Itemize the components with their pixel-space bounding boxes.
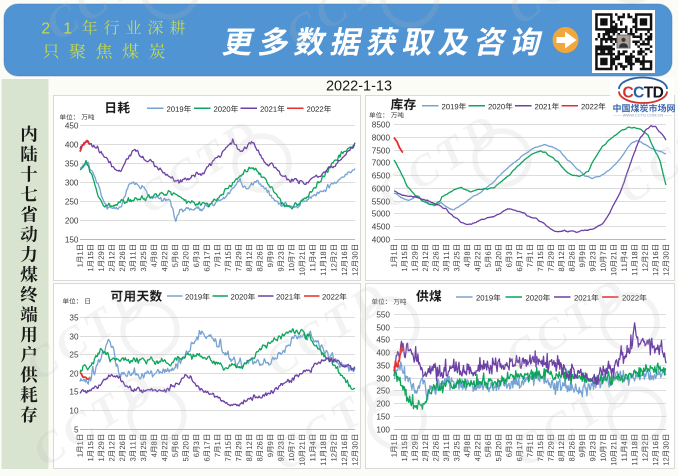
- svg-text:20: 20: [69, 370, 79, 379]
- svg-text:CCTD: CCTD: [623, 85, 664, 102]
- svg-text:200: 200: [65, 217, 79, 226]
- svg-text:350: 350: [376, 362, 390, 371]
- svg-text:350: 350: [65, 160, 79, 169]
- svg-text:7500: 7500: [372, 147, 391, 156]
- svg-text:2022-1-13: 2022-1-13: [326, 79, 392, 95]
- svg-text:400: 400: [65, 141, 79, 150]
- svg-text:8000: 8000: [372, 134, 391, 143]
- svg-text:100: 100: [376, 426, 390, 435]
- svg-text:5500: 5500: [372, 198, 391, 207]
- svg-text:150: 150: [65, 236, 79, 245]
- svg-text:4000: 4000: [372, 236, 391, 245]
- svg-text:250: 250: [65, 198, 79, 207]
- svg-text:—— WWW.CCTD.COM.CN ——: —— WWW.CCTD.COM.CN ——: [614, 113, 673, 118]
- svg-text:8500: 8500: [372, 121, 391, 130]
- svg-text:5000: 5000: [372, 210, 391, 219]
- svg-text:7000: 7000: [372, 159, 391, 168]
- svg-text:500: 500: [376, 324, 390, 333]
- svg-text:450: 450: [65, 122, 79, 131]
- svg-text:15: 15: [69, 388, 79, 397]
- svg-text:300: 300: [65, 179, 79, 188]
- svg-text:450: 450: [376, 336, 390, 345]
- svg-text:4500: 4500: [372, 223, 391, 232]
